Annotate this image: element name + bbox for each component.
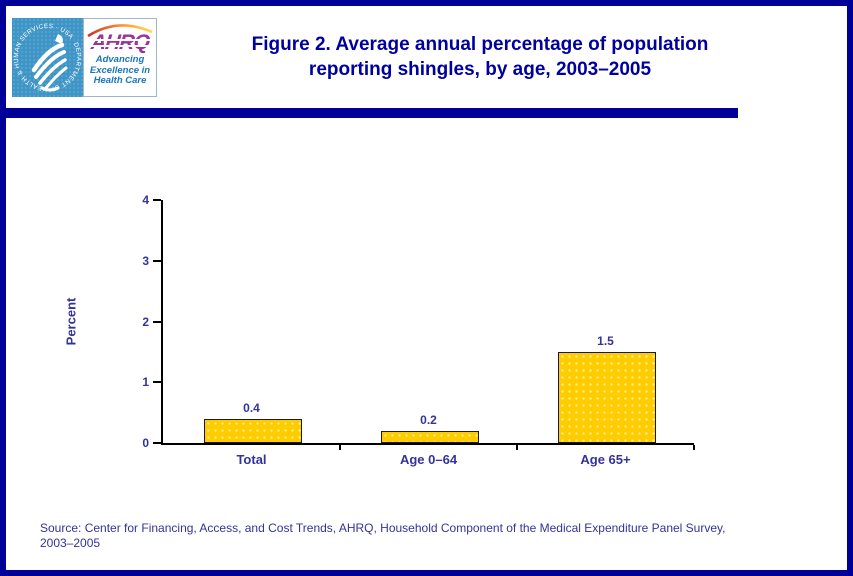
svg-text:DEPARTMENT OF HEALTH & HUMAN S: DEPARTMENT OF HEALTH & HUMAN SERVICES · …	[13, 23, 82, 92]
bar	[557, 352, 656, 443]
bar	[380, 431, 479, 443]
ahrq-speedline	[90, 45, 150, 47]
ahrq-logo: AHRQ Advancing Excellence in Health Care	[83, 18, 157, 97]
x-axis-category-label: Total	[236, 452, 267, 467]
source-note-line-2: 2003–2005	[40, 536, 101, 550]
x-axis-tick	[339, 445, 341, 450]
ahrq-tagline-line: Advancing	[95, 54, 145, 65]
x-axis-tick	[516, 445, 518, 450]
y-axis-tick	[153, 381, 161, 384]
ahrq-speedline	[90, 39, 150, 41]
y-axis-tick-label: 0	[142, 436, 149, 450]
x-axis-category-label: Age 0–64	[399, 452, 458, 467]
ahrq-tagline-line: Health Care	[93, 75, 147, 86]
y-axis-tick-label: 1	[142, 375, 149, 390]
hhs-seal-ring-text: DEPARTMENT OF HEALTH & HUMAN SERVICES · …	[13, 23, 82, 92]
y-axis-title-text: Percent	[63, 297, 79, 346]
figure-title-line-1: Figure 2. Average annual percentage of p…	[251, 34, 709, 55]
source-note: Source: Center for Financing, Access, an…	[40, 521, 826, 551]
plot-area: 0 1 2 3 4 0.4 Total 0.2 Age 0–64 1.5 Age 65+	[142, 193, 695, 467]
y-axis-tick-label: 3	[142, 253, 149, 268]
y-axis-title: Percent	[58, 200, 84, 443]
ahrq-acronym-text: AHRQ	[89, 31, 151, 54]
figure-title: Figure 2. Average annual percentage of p…	[180, 32, 780, 82]
hhs-eagle-icon: DEPARTMENT OF HEALTH & HUMAN SERVICES · …	[13, 23, 82, 92]
ahrq-swoosh-icon	[87, 24, 153, 37]
y-axis-tick-label: 4	[142, 193, 149, 207]
source-note-line-1: Source: Center for Financing, Access, an…	[40, 521, 726, 535]
y-axis-tick	[153, 442, 161, 444]
ahrq-tagline-line: Excellence in	[89, 64, 151, 76]
figure-title-line-2: reporting shingles, by age, 2003–2005	[308, 59, 652, 80]
bar-value-label: 0.2	[420, 413, 437, 427]
bar-value-label: 0.4	[243, 401, 260, 415]
y-axis-tick	[153, 199, 161, 201]
y-axis-tick	[153, 259, 161, 262]
agency-logo-block: DEPARTMENT OF HEALTH & HUMAN SERVICES · …	[12, 18, 157, 97]
y-axis-tick-label: 2	[142, 314, 149, 329]
y-axis-tick	[153, 320, 161, 323]
header-divider-bar	[6, 108, 738, 118]
x-axis-tick	[693, 445, 695, 450]
bar	[203, 419, 302, 443]
hhs-seal-logo: DEPARTMENT OF HEALTH & HUMAN SERVICES · …	[12, 18, 83, 97]
bar-value-label: 1.5	[597, 334, 614, 348]
x-axis-category-label: Age 65+	[580, 452, 631, 467]
